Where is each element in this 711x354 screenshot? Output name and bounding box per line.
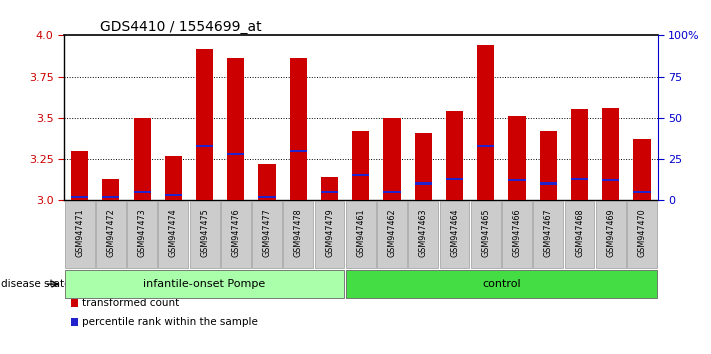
Bar — [165, 194, 182, 196]
Bar — [71, 196, 88, 198]
Bar — [259, 164, 276, 200]
Bar — [352, 174, 370, 176]
Bar — [228, 58, 245, 200]
Bar — [134, 118, 151, 200]
Text: GSM947462: GSM947462 — [387, 209, 397, 257]
Bar — [602, 108, 619, 200]
Bar — [290, 149, 307, 152]
Bar — [352, 131, 370, 200]
Text: GSM947466: GSM947466 — [513, 209, 522, 257]
Text: GSM947474: GSM947474 — [169, 209, 178, 257]
Bar — [196, 145, 213, 147]
Text: infantile-onset Pompe: infantile-onset Pompe — [144, 279, 266, 289]
Bar — [540, 131, 557, 200]
Bar — [415, 182, 432, 185]
Bar — [477, 145, 494, 147]
Bar — [477, 45, 494, 200]
Bar — [602, 179, 619, 181]
Bar — [71, 151, 88, 200]
Bar — [508, 179, 525, 181]
Bar — [196, 48, 213, 200]
Text: GSM947468: GSM947468 — [575, 209, 584, 257]
Bar — [134, 191, 151, 193]
Bar — [634, 139, 651, 200]
Text: GSM947478: GSM947478 — [294, 209, 303, 257]
Bar — [321, 191, 338, 193]
Bar — [321, 177, 338, 200]
Bar — [571, 109, 588, 200]
Bar — [259, 196, 276, 198]
Bar — [383, 191, 401, 193]
Text: GSM947461: GSM947461 — [356, 209, 365, 257]
Bar — [634, 191, 651, 193]
Text: GSM947472: GSM947472 — [107, 209, 115, 257]
Text: GSM947464: GSM947464 — [450, 209, 459, 257]
Text: GSM947475: GSM947475 — [200, 209, 209, 257]
Bar — [383, 118, 401, 200]
Text: GSM947467: GSM947467 — [544, 209, 553, 257]
Text: GSM947476: GSM947476 — [231, 209, 240, 257]
Bar — [102, 179, 119, 200]
Text: GSM947479: GSM947479 — [325, 209, 334, 257]
Text: GSM947477: GSM947477 — [262, 209, 272, 257]
Bar — [508, 116, 525, 200]
Text: GSM947469: GSM947469 — [606, 209, 615, 257]
Text: transformed count: transformed count — [82, 298, 179, 308]
Bar — [446, 111, 463, 200]
Bar — [165, 155, 182, 200]
Bar — [290, 58, 307, 200]
Text: disease state: disease state — [1, 279, 71, 289]
Text: GSM947465: GSM947465 — [481, 209, 491, 257]
Text: GSM947470: GSM947470 — [638, 209, 646, 257]
Bar — [446, 178, 463, 180]
Text: control: control — [482, 279, 520, 289]
Bar — [415, 132, 432, 200]
Text: GSM947471: GSM947471 — [75, 209, 84, 257]
Bar — [228, 153, 245, 155]
Bar — [102, 196, 119, 198]
Text: GSM947473: GSM947473 — [138, 209, 146, 257]
Text: percentile rank within the sample: percentile rank within the sample — [82, 317, 257, 327]
Text: GDS4410 / 1554699_at: GDS4410 / 1554699_at — [100, 19, 261, 34]
Text: GSM947463: GSM947463 — [419, 209, 428, 257]
Bar — [540, 182, 557, 185]
Bar — [571, 178, 588, 180]
